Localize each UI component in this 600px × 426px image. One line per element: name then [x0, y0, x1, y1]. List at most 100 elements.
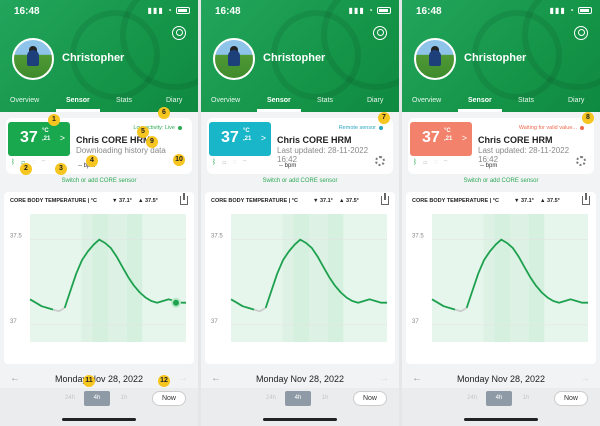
- status-icons: ▮▮▮ ◔: [550, 6, 592, 15]
- annotation-badge: 3: [55, 163, 67, 175]
- sensor-icon-row: ᛒ ▭ ◌ ◠: [11, 159, 48, 166]
- user-name: Christopher: [263, 52, 326, 64]
- prev-day-arrow-icon[interactable]: ←: [211, 373, 221, 384]
- status-time: 16:48: [215, 6, 241, 17]
- range-1h-button[interactable]: 1h: [522, 395, 530, 401]
- device-subtitle: Downloading history data: [76, 146, 166, 155]
- user-name: Christopher: [464, 52, 527, 64]
- sensor-settings-gear-icon[interactable]: [375, 156, 385, 166]
- chevron-right-icon: >: [260, 133, 266, 143]
- chart-y-tick-label: 37.5: [412, 234, 424, 240]
- chart-activity-band: [92, 214, 108, 342]
- chart-y-tick-label: 37.5: [211, 234, 223, 240]
- range-4h-button[interactable]: 4h: [285, 391, 311, 406]
- annotation-badge: 10: [173, 154, 185, 166]
- bluetooth-icon: ᛒ: [413, 159, 420, 166]
- device-subtitle: Last updated: 28-11-2022: [277, 146, 369, 155]
- profile-icon[interactable]: [172, 26, 186, 40]
- home-indicator: [263, 418, 337, 421]
- range-1h-button[interactable]: 1h: [321, 395, 329, 401]
- share-icon[interactable]: [381, 193, 389, 205]
- prev-day-arrow-icon[interactable]: ←: [412, 373, 422, 384]
- profile-icon[interactable]: [574, 26, 588, 40]
- bluetooth-icon: ᛒ: [11, 159, 18, 166]
- profile-icon[interactable]: [373, 26, 387, 40]
- chart-y-tick-label: 37.5: [10, 234, 22, 240]
- chart-series-line: [63, 238, 186, 309]
- sensor-status-text: Waiting for valid value...: [518, 125, 577, 131]
- switch-sensor-link[interactable]: Switch or add CORE sensor: [262, 178, 338, 184]
- chart-max: ▲ 37.5°: [540, 198, 560, 204]
- tab-stats[interactable]: Stats: [317, 97, 333, 104]
- chart-activity-band: [510, 214, 529, 342]
- annotation-badge: 9: [146, 136, 158, 148]
- now-button[interactable]: Now: [152, 391, 186, 406]
- chevron-right-icon: >: [59, 133, 65, 143]
- range-24h-button[interactable]: 24h: [64, 395, 75, 401]
- next-day-arrow-icon[interactable]: →: [580, 373, 590, 384]
- device-name: Chris CORE HRM: [478, 135, 553, 145]
- chart-activity-band: [108, 214, 127, 342]
- header: 16:48 ▮▮▮ ◔ Christopher Overview Sensor …: [402, 0, 600, 112]
- chart-plot: 37.5 37: [412, 214, 588, 342]
- range-24h-button[interactable]: 24h: [265, 395, 276, 401]
- share-icon[interactable]: [180, 193, 188, 205]
- annotation-badge: 7: [378, 112, 390, 124]
- sensor-status: Waiting for valid value...: [519, 125, 584, 131]
- tab-overview[interactable]: Overview: [10, 97, 40, 104]
- heart-rate: -- bpm: [78, 163, 96, 169]
- chart-min: ▼ 37.1°: [112, 198, 132, 204]
- avatar: [414, 38, 456, 80]
- chevron-right-icon: >: [461, 133, 467, 143]
- tab-diary[interactable]: Diary: [367, 97, 384, 104]
- chart-series-line: [431, 298, 456, 311]
- range-bar: 24h 4h 1h Now: [201, 388, 399, 426]
- switch-sensor-link[interactable]: Switch or add CORE sensor: [61, 178, 137, 184]
- range-24h-button[interactable]: 24h: [466, 395, 477, 401]
- header: 16:48 ▮▮▮ ◔ Christopher Overview Sensor …: [201, 0, 399, 112]
- device-subtitle: Last updated: 28-11-2022: [478, 146, 570, 155]
- now-button[interactable]: Now: [353, 391, 387, 406]
- temperature-tile[interactable]: 37 °C ,21 >: [209, 122, 271, 156]
- tab-sensor[interactable]: Sensor: [468, 97, 492, 104]
- tab-overview[interactable]: Overview: [412, 97, 442, 104]
- switch-sensor-link[interactable]: Switch or add CORE sensor: [463, 178, 539, 184]
- annotation-badge: 5: [137, 126, 149, 138]
- date-navigator: ← Monday Nov 28, 2022 →: [0, 372, 198, 386]
- heart-rate: -- bpm: [480, 163, 498, 169]
- phone-screen-1: 16:48 ▮▮▮ ◔ Christopher Overview Sensor …: [0, 0, 198, 426]
- temperature-tile[interactable]: 37 °C ,21 >: [8, 122, 70, 156]
- tab-bar: Overview Sensor Stats Diary: [201, 92, 399, 112]
- chart-activity-band: [309, 214, 328, 342]
- chart-activity-band: [282, 214, 294, 342]
- tab-stats[interactable]: Stats: [518, 97, 534, 104]
- phone-screen-2: 16:48 ▮▮▮ ◔ Christopher Overview Sensor …: [201, 0, 399, 426]
- wifi-icon: ◠: [443, 159, 450, 166]
- tab-sensor[interactable]: Sensor: [267, 97, 291, 104]
- range-1h-button[interactable]: 1h: [120, 395, 128, 401]
- tab-stats[interactable]: Stats: [116, 97, 132, 104]
- device-subtitle-time: 16:42: [478, 155, 499, 164]
- user-name: Christopher: [62, 52, 125, 64]
- range-4h-button[interactable]: 4h: [84, 391, 110, 406]
- next-day-arrow-icon[interactable]: →: [379, 373, 389, 384]
- share-icon[interactable]: [582, 193, 590, 205]
- tab-overview[interactable]: Overview: [211, 97, 241, 104]
- home-indicator: [464, 418, 538, 421]
- wifi-icon: ◠: [41, 159, 48, 166]
- now-button[interactable]: Now: [554, 391, 588, 406]
- chart-title: CORE BODY TEMPERATURE | °C: [412, 198, 499, 204]
- prev-day-arrow-icon[interactable]: ←: [10, 373, 20, 384]
- tab-diary[interactable]: Diary: [166, 97, 183, 104]
- sensor-settings-gear-icon[interactable]: [576, 156, 586, 166]
- chart-live-point: [171, 297, 181, 308]
- chart-max: ▲ 37.5°: [138, 198, 158, 204]
- battery-icon: [377, 7, 391, 15]
- temperature-tile[interactable]: 37 °C ,21 >: [410, 122, 472, 156]
- tab-diary[interactable]: Diary: [568, 97, 585, 104]
- status-dot: [580, 125, 584, 130]
- range-4h-button[interactable]: 4h: [486, 391, 512, 406]
- tab-sensor[interactable]: Sensor: [66, 97, 90, 104]
- wifi-icon: ◠: [242, 159, 249, 166]
- next-day-arrow-icon[interactable]: →: [178, 373, 188, 384]
